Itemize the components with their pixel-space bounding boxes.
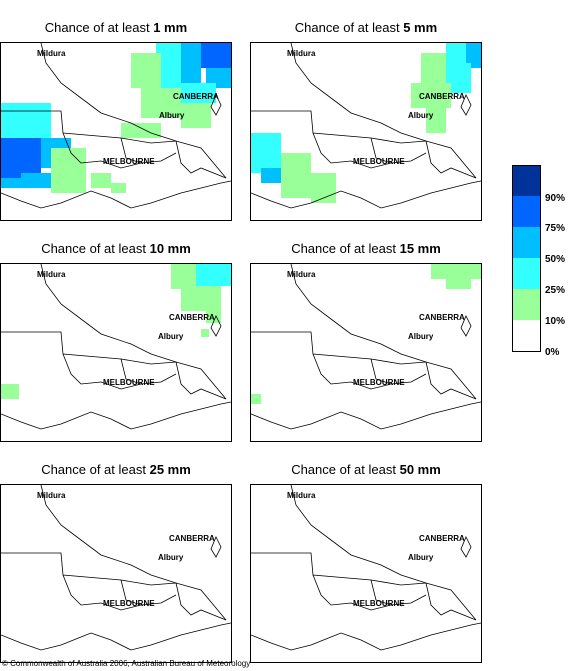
label-mildura: Mildura <box>37 49 66 58</box>
label-canberra: CANBERRA <box>173 92 219 101</box>
rainfall-map: Mildura CANBERRA Albury MELBOURNE <box>0 42 232 221</box>
city-labels: Mildura CANBERRA Albury MELBOURNE <box>37 270 215 387</box>
city-labels: Mildura CANBERRA Albury MELBOURNE <box>287 270 465 387</box>
state-borders <box>1 485 231 651</box>
legend-label-50: 50% <box>545 254 566 265</box>
map-svg: Mildura CANBERRA Albury MELBOURNE <box>251 264 481 430</box>
label-mildura: Mildura <box>287 270 316 279</box>
state-borders <box>251 264 481 430</box>
probability-shading <box>251 264 481 404</box>
map-svg: Mildura CANBERRA Albury MELBOURNE <box>1 485 231 651</box>
copyright-notice: © Commonwealth of Australia 2006, Austra… <box>2 659 251 668</box>
label-melbourne: MELBOURNE <box>103 599 155 608</box>
legend-swatch-90 <box>512 165 541 197</box>
label-albury: Albury <box>159 111 185 120</box>
legend-swatch-75 <box>512 196 541 227</box>
probability-shading <box>1 264 231 399</box>
state-borders <box>251 485 481 651</box>
label-mildura: Mildura <box>37 491 66 500</box>
legend-swatch-50 <box>512 227 541 258</box>
legend-label-10: 10% <box>545 316 566 327</box>
label-albury: Albury <box>158 332 184 341</box>
map-svg: Mildura CANBERRA Albury MELBOURNE <box>1 43 231 209</box>
label-melbourne: MELBOURNE <box>353 599 405 608</box>
city-labels: Mildura CANBERRA Albury MELBOURNE <box>287 491 465 608</box>
city-labels: Mildura CANBERRA Albury MELBOURNE <box>37 491 215 608</box>
label-mildura: Mildura <box>37 270 66 279</box>
state-borders <box>1 264 231 430</box>
map-svg: Mildura CANBERRA Albury MELBOURNE <box>251 43 481 209</box>
rainfall-map: Mildura CANBERRA Albury MELBOURNE <box>0 263 232 442</box>
legend-label-0: 0% <box>545 347 560 358</box>
legend-label-90: 90% <box>545 193 566 204</box>
legend-swatch-25 <box>512 258 541 289</box>
panel-title: Chance of at least 5 mm <box>294 20 438 35</box>
map-svg: Mildura CANBERRA Albury MELBOURNE <box>251 485 481 651</box>
rainfall-map: Mildura CANBERRA Albury MELBOURNE <box>250 484 482 663</box>
city-labels: Mildura CANBERRA Albury MELBOURNE <box>287 49 465 166</box>
label-albury: Albury <box>408 111 434 120</box>
panel-title: Chance of at least 50 mm <box>291 462 441 477</box>
panel-title: Chance of at least 1 mm <box>44 20 188 35</box>
label-mildura: Mildura <box>287 49 316 58</box>
state-borders <box>251 43 481 209</box>
label-canberra: CANBERRA <box>169 534 215 543</box>
rainfall-map: Mildura CANBERRA Albury MELBOURNE <box>250 42 482 221</box>
rainfall-map: Mildura CANBERRA Albury MELBOURNE <box>250 263 482 442</box>
label-melbourne: MELBOURNE <box>353 157 405 166</box>
state-borders <box>1 43 231 209</box>
label-canberra: CANBERRA <box>419 92 465 101</box>
label-albury: Albury <box>158 553 184 562</box>
label-canberra: CANBERRA <box>419 534 465 543</box>
label-albury: Albury <box>408 332 434 341</box>
panel-title: Chance of at least 15 mm <box>291 241 441 256</box>
probability-shading <box>251 43 481 203</box>
legend-label-75: 75% <box>545 223 566 234</box>
label-melbourne: MELBOURNE <box>103 378 155 387</box>
city-labels: Mildura CANBERRA Albury MELBOURNE <box>37 49 219 166</box>
panel-title: Chance of at least 10 mm <box>41 241 191 256</box>
legend-swatch-10 <box>512 289 541 320</box>
legend-label-25: 25% <box>545 285 566 296</box>
probability-shading <box>1 43 231 193</box>
rainfall-map: Mildura CANBERRA Albury MELBOURNE <box>0 484 232 663</box>
map-svg: Mildura CANBERRA Albury MELBOURNE <box>1 264 231 430</box>
label-mildura: Mildura <box>287 491 316 500</box>
label-canberra: CANBERRA <box>419 313 465 322</box>
legend-swatch-0 <box>512 320 541 352</box>
label-melbourne: MELBOURNE <box>103 157 155 166</box>
panel-title: Chance of at least 25 mm <box>41 462 191 477</box>
label-canberra: CANBERRA <box>169 313 215 322</box>
probability-legend: 90% 75% 50% 25% 10% 0% <box>512 165 570 360</box>
label-melbourne: MELBOURNE <box>353 378 405 387</box>
label-albury: Albury <box>408 553 434 562</box>
